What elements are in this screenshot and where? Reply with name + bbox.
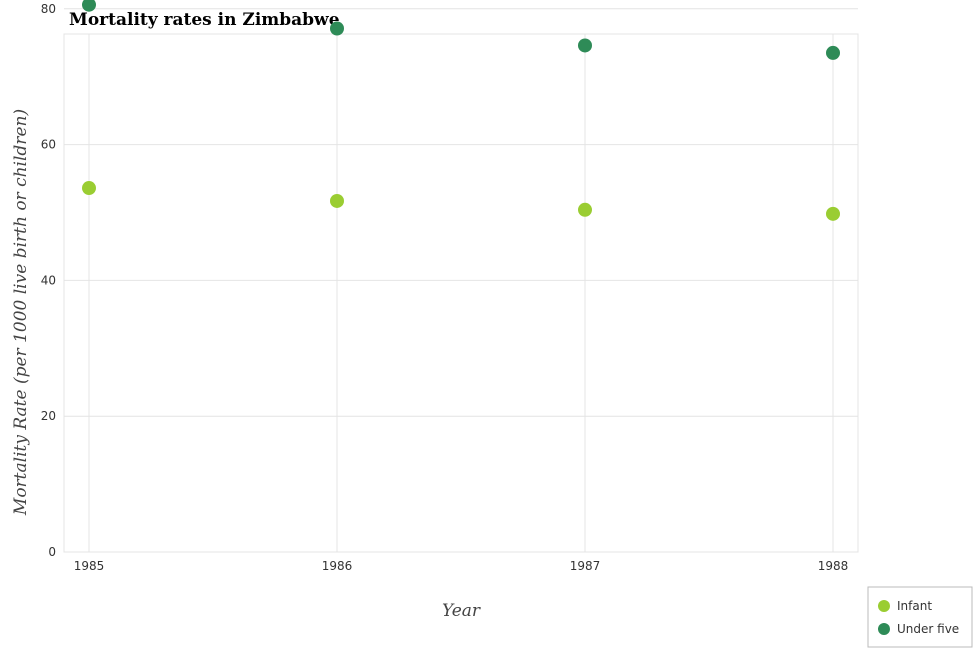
under-five-point-1988 (826, 45, 840, 60)
legend-label-under-five: Under five (897, 622, 959, 636)
infant-point-1986 (330, 193, 344, 208)
infant-point-1985 (82, 181, 96, 196)
x-axis-label: Year (442, 601, 481, 621)
legend-box (867, 586, 973, 648)
legend-label-infant: Infant (897, 599, 932, 613)
x-tick-label: 1985 (74, 559, 105, 573)
y-tick-label: 80 (41, 2, 56, 16)
infant-point-1987 (578, 202, 592, 217)
x-tick-label: 1987 (570, 559, 601, 573)
y-axis-label: Mortality Rate (per 1000 live birth or c… (11, 109, 31, 516)
legend-marker-under-five (878, 623, 890, 635)
y-tick-label: 0 (48, 545, 56, 559)
under-five-point-1985 (82, 0, 96, 12)
under-five-point-1986 (330, 21, 344, 36)
x-axis-ticks: 1985 1986 1987 1988 (74, 559, 849, 573)
y-tick-label: 20 (41, 409, 56, 423)
legend-marker-infant (878, 600, 890, 612)
y-axis-ticks: 0 20 40 60 80 (41, 2, 56, 559)
chart-title: Mortality rates in Zimbabwe (69, 10, 340, 30)
y-tick-label: 40 (41, 273, 56, 287)
x-tick-label: 1988 (818, 559, 849, 573)
under-five-point-1987 (578, 38, 592, 53)
x-tick-label: 1986 (322, 559, 353, 573)
infant-point-1988 (826, 206, 840, 221)
y-tick-label: 60 (41, 138, 56, 152)
legend: Infant Under five (867, 586, 973, 648)
plot-border (63, 33, 859, 553)
data-points (82, 0, 840, 221)
grid (63, 8, 859, 553)
